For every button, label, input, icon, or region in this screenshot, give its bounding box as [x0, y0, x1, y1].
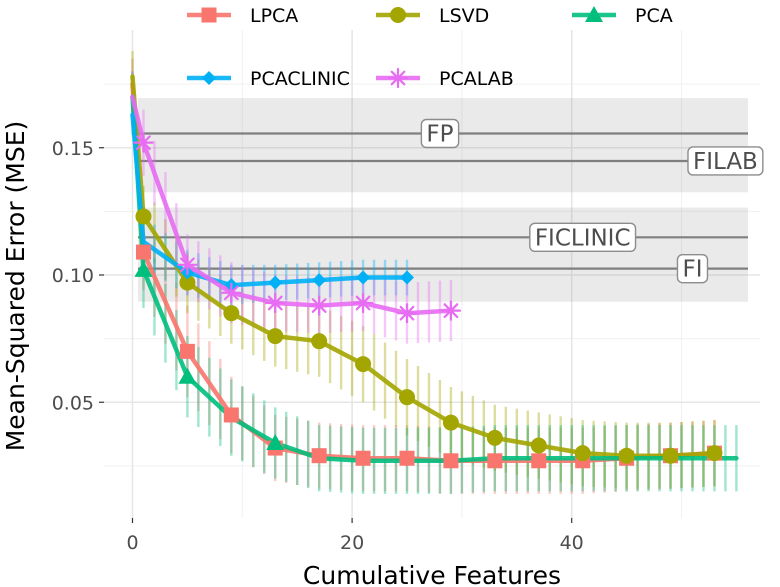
point-pcalab-stroke [443, 303, 459, 319]
point-lpca [531, 453, 547, 469]
legend-key-marker [585, 6, 603, 22]
x-axis-title: Cumulative Features [303, 561, 561, 587]
point-lsvd [662, 447, 679, 464]
legend-label: PCACLINIC [250, 68, 350, 90]
point-lpca [399, 450, 415, 466]
legend-label: PCA [635, 5, 673, 27]
point-lsvd [179, 274, 196, 291]
legend: LPCA LSVD PCA PCACLINIC PCALAB [187, 5, 673, 90]
point-pcalab-stroke [355, 295, 371, 311]
legend-label: PCALAB [439, 68, 514, 90]
point-pca [266, 433, 285, 450]
point-lsvd [223, 305, 240, 322]
point-pcalab [396, 303, 418, 324]
x-axis-ticks: 0 20 40 [126, 518, 584, 554]
legend-key-marker [390, 7, 406, 23]
legend-key-marker [201, 7, 217, 23]
x-tick-label: 20 [340, 532, 364, 554]
point-pcalab-stroke [136, 135, 151, 151]
point-pcaclinic [312, 273, 327, 288]
reference-label-ficlinic: FICLINIC [535, 225, 631, 251]
point-pcalab [133, 132, 154, 153]
point-lsvd [135, 208, 152, 225]
point-pcalab-stroke [311, 298, 327, 313]
panel-background [104, 30, 760, 518]
point-lsvd [574, 445, 591, 462]
point-lsvd [267, 328, 284, 345]
point-pca [134, 260, 153, 277]
reference-labels: FP FILAB FICLINIC FI [420, 118, 764, 284]
reference-label-box [529, 222, 637, 253]
legend-label: LPCA [250, 5, 298, 27]
point-pcaclinic [268, 275, 283, 290]
point-pcalab-stroke [267, 295, 283, 311]
point-pcalab [221, 282, 242, 303]
point-lpca [223, 407, 239, 423]
plot-panel [104, 30, 760, 518]
point-pcalab-stroke [223, 285, 239, 301]
point-lpca [443, 453, 459, 469]
x-tick-label: 40 [560, 532, 584, 554]
legend-key-marker [202, 71, 216, 85]
legend-item-pcaclinic: PCACLINIC [187, 68, 350, 90]
y-tick-label: 0.15 [52, 138, 94, 160]
point-lsvd [442, 414, 459, 431]
x-tick-label: 0 [126, 532, 138, 554]
legend-item-pcalab: PCALAB [376, 67, 514, 90]
y-axis-ticks: 0.05 0.10 0.15 [52, 138, 104, 414]
point-pcalab-stroke [399, 305, 415, 321]
legend-item-lpca: LPCA [187, 5, 298, 27]
point-pcaclinic [356, 270, 371, 285]
point-pcalab [440, 300, 462, 321]
y-axis-title: Mean-Squared Error (MSE) [1, 121, 30, 452]
y-tick-label: 0.05 [52, 392, 94, 414]
point-pcalab [265, 292, 286, 314]
point-lpca [355, 450, 371, 466]
point-lsvd [399, 389, 415, 406]
point-pcalab [352, 292, 374, 314]
reference-label-fp: FP [426, 121, 453, 147]
legend-item-lsvd: LSVD [376, 5, 489, 27]
point-pcalab-stroke [180, 257, 195, 273]
y-tick-label: 0.10 [52, 265, 94, 287]
reference-label-box [420, 118, 460, 149]
point-pca [178, 367, 197, 384]
legend-item-pca: PCA [572, 5, 673, 27]
point-lsvd [618, 447, 635, 464]
point-lsvd [311, 333, 328, 350]
reference-label-filab: FILAB [693, 149, 758, 175]
legend-label: LSVD [439, 5, 489, 27]
point-lsvd [530, 437, 547, 454]
point-lpca [135, 244, 151, 260]
point-lsvd [486, 429, 503, 446]
point-lpca [179, 343, 195, 359]
reference-label-box [687, 146, 764, 176]
point-lpca [311, 448, 327, 464]
series-markers [133, 132, 723, 469]
legend-key-marker-stroke [390, 70, 406, 86]
point-pcaclinic [400, 270, 414, 285]
point-lsvd [706, 445, 723, 462]
point-lsvd [355, 356, 372, 373]
point-pcalab [177, 254, 198, 275]
reference-label-fi: FI [682, 257, 702, 283]
point-pcalab [309, 295, 330, 316]
reference-label-box [676, 253, 709, 284]
point-lpca [487, 453, 503, 469]
legend-key-marker [387, 67, 409, 89]
